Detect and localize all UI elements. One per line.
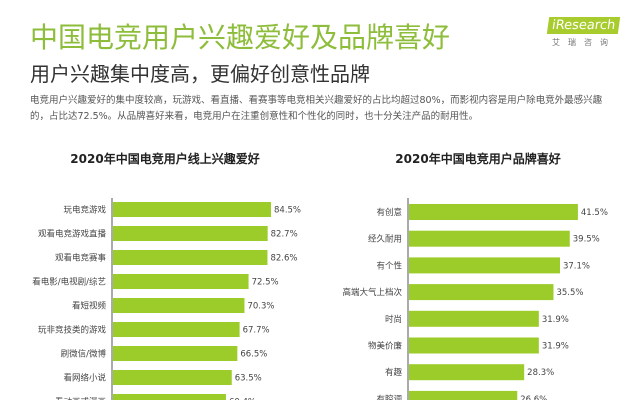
category-label: 刷微信/微博: [61, 349, 107, 360]
value-label: 60.4%: [229, 398, 256, 400]
value-label: 66.5%: [240, 350, 267, 360]
bar: [409, 390, 518, 400]
category-label: 高端大气上档次: [342, 287, 402, 298]
category-label: 有腔调: [376, 394, 402, 400]
bar: [113, 250, 268, 265]
category-label: 有个性: [376, 260, 402, 271]
category-label: 看网络小说: [63, 373, 106, 384]
value-label: 82.7%: [271, 230, 298, 240]
value-label: 31.9%: [542, 315, 569, 325]
category-label: 观看电竞游戏直播: [38, 229, 107, 240]
chart-title-interests: 2020年中国电竞用户线上兴趣爱好: [70, 152, 260, 166]
category-label: 看电影/电视剧/综艺: [32, 277, 106, 288]
value-label: 28.3%: [527, 368, 554, 378]
category-label: 玩电竞游戏: [63, 205, 106, 216]
bar: [409, 284, 554, 301]
chart-title-brands: 2020年中国电竞用户品牌喜好: [395, 152, 561, 166]
iresearch-logo: iResearch 艾瑞咨询: [546, 14, 621, 48]
category-label: 看短视频: [72, 301, 107, 312]
bar: [409, 337, 539, 354]
value-label: 67.7%: [243, 326, 270, 336]
logo-cn: 艾瑞咨询: [552, 38, 616, 47]
bar: [409, 257, 560, 274]
category-label: 观看电竞赛事: [55, 253, 107, 264]
bar: [113, 346, 238, 361]
value-label: 84.5%: [274, 206, 301, 216]
value-label: 31.9%: [542, 342, 569, 352]
category-label: 玩非竞技类的游戏: [38, 325, 107, 336]
bar: [113, 394, 226, 400]
value-label: 35.5%: [556, 288, 583, 298]
page-subtitle: 用户兴趣集中度高，更偏好创意性品牌: [30, 62, 370, 86]
category-label: 时尚: [385, 314, 402, 325]
bar: [113, 322, 240, 337]
bar: [409, 310, 539, 327]
category-label: 有趣: [385, 367, 403, 378]
value-label: 70.3%: [247, 302, 274, 312]
bar: [113, 274, 249, 289]
page-title: 中国电竞用户兴趣爱好及品牌喜好: [30, 21, 451, 54]
value-label: 82.6%: [270, 254, 297, 264]
category-label: 有创意: [376, 207, 402, 218]
summary-paragraph: 电竞用户兴趣爱好的集中度较高，玩游戏、看直播、看赛事等电竞相关兴趣爱好的占比均超…: [30, 95, 603, 122]
category-label: 经久耐用: [368, 234, 402, 245]
bar: [409, 364, 525, 381]
value-label: 37.1%: [563, 261, 590, 271]
category-label: 物美价廉: [368, 341, 403, 352]
bar: [409, 230, 570, 247]
bar: [113, 226, 268, 241]
bar: [113, 298, 245, 313]
category-label: 看动画或漫画: [55, 397, 106, 400]
value-label: 39.5%: [573, 235, 600, 245]
value-label: 72.5%: [252, 278, 279, 288]
bar: [113, 370, 232, 385]
value-label: 63.5%: [235, 374, 262, 384]
value-label: 41.5%: [581, 208, 608, 218]
bar: [409, 204, 578, 220]
value-label: 26.6%: [520, 395, 547, 400]
bar: [113, 202, 272, 217]
